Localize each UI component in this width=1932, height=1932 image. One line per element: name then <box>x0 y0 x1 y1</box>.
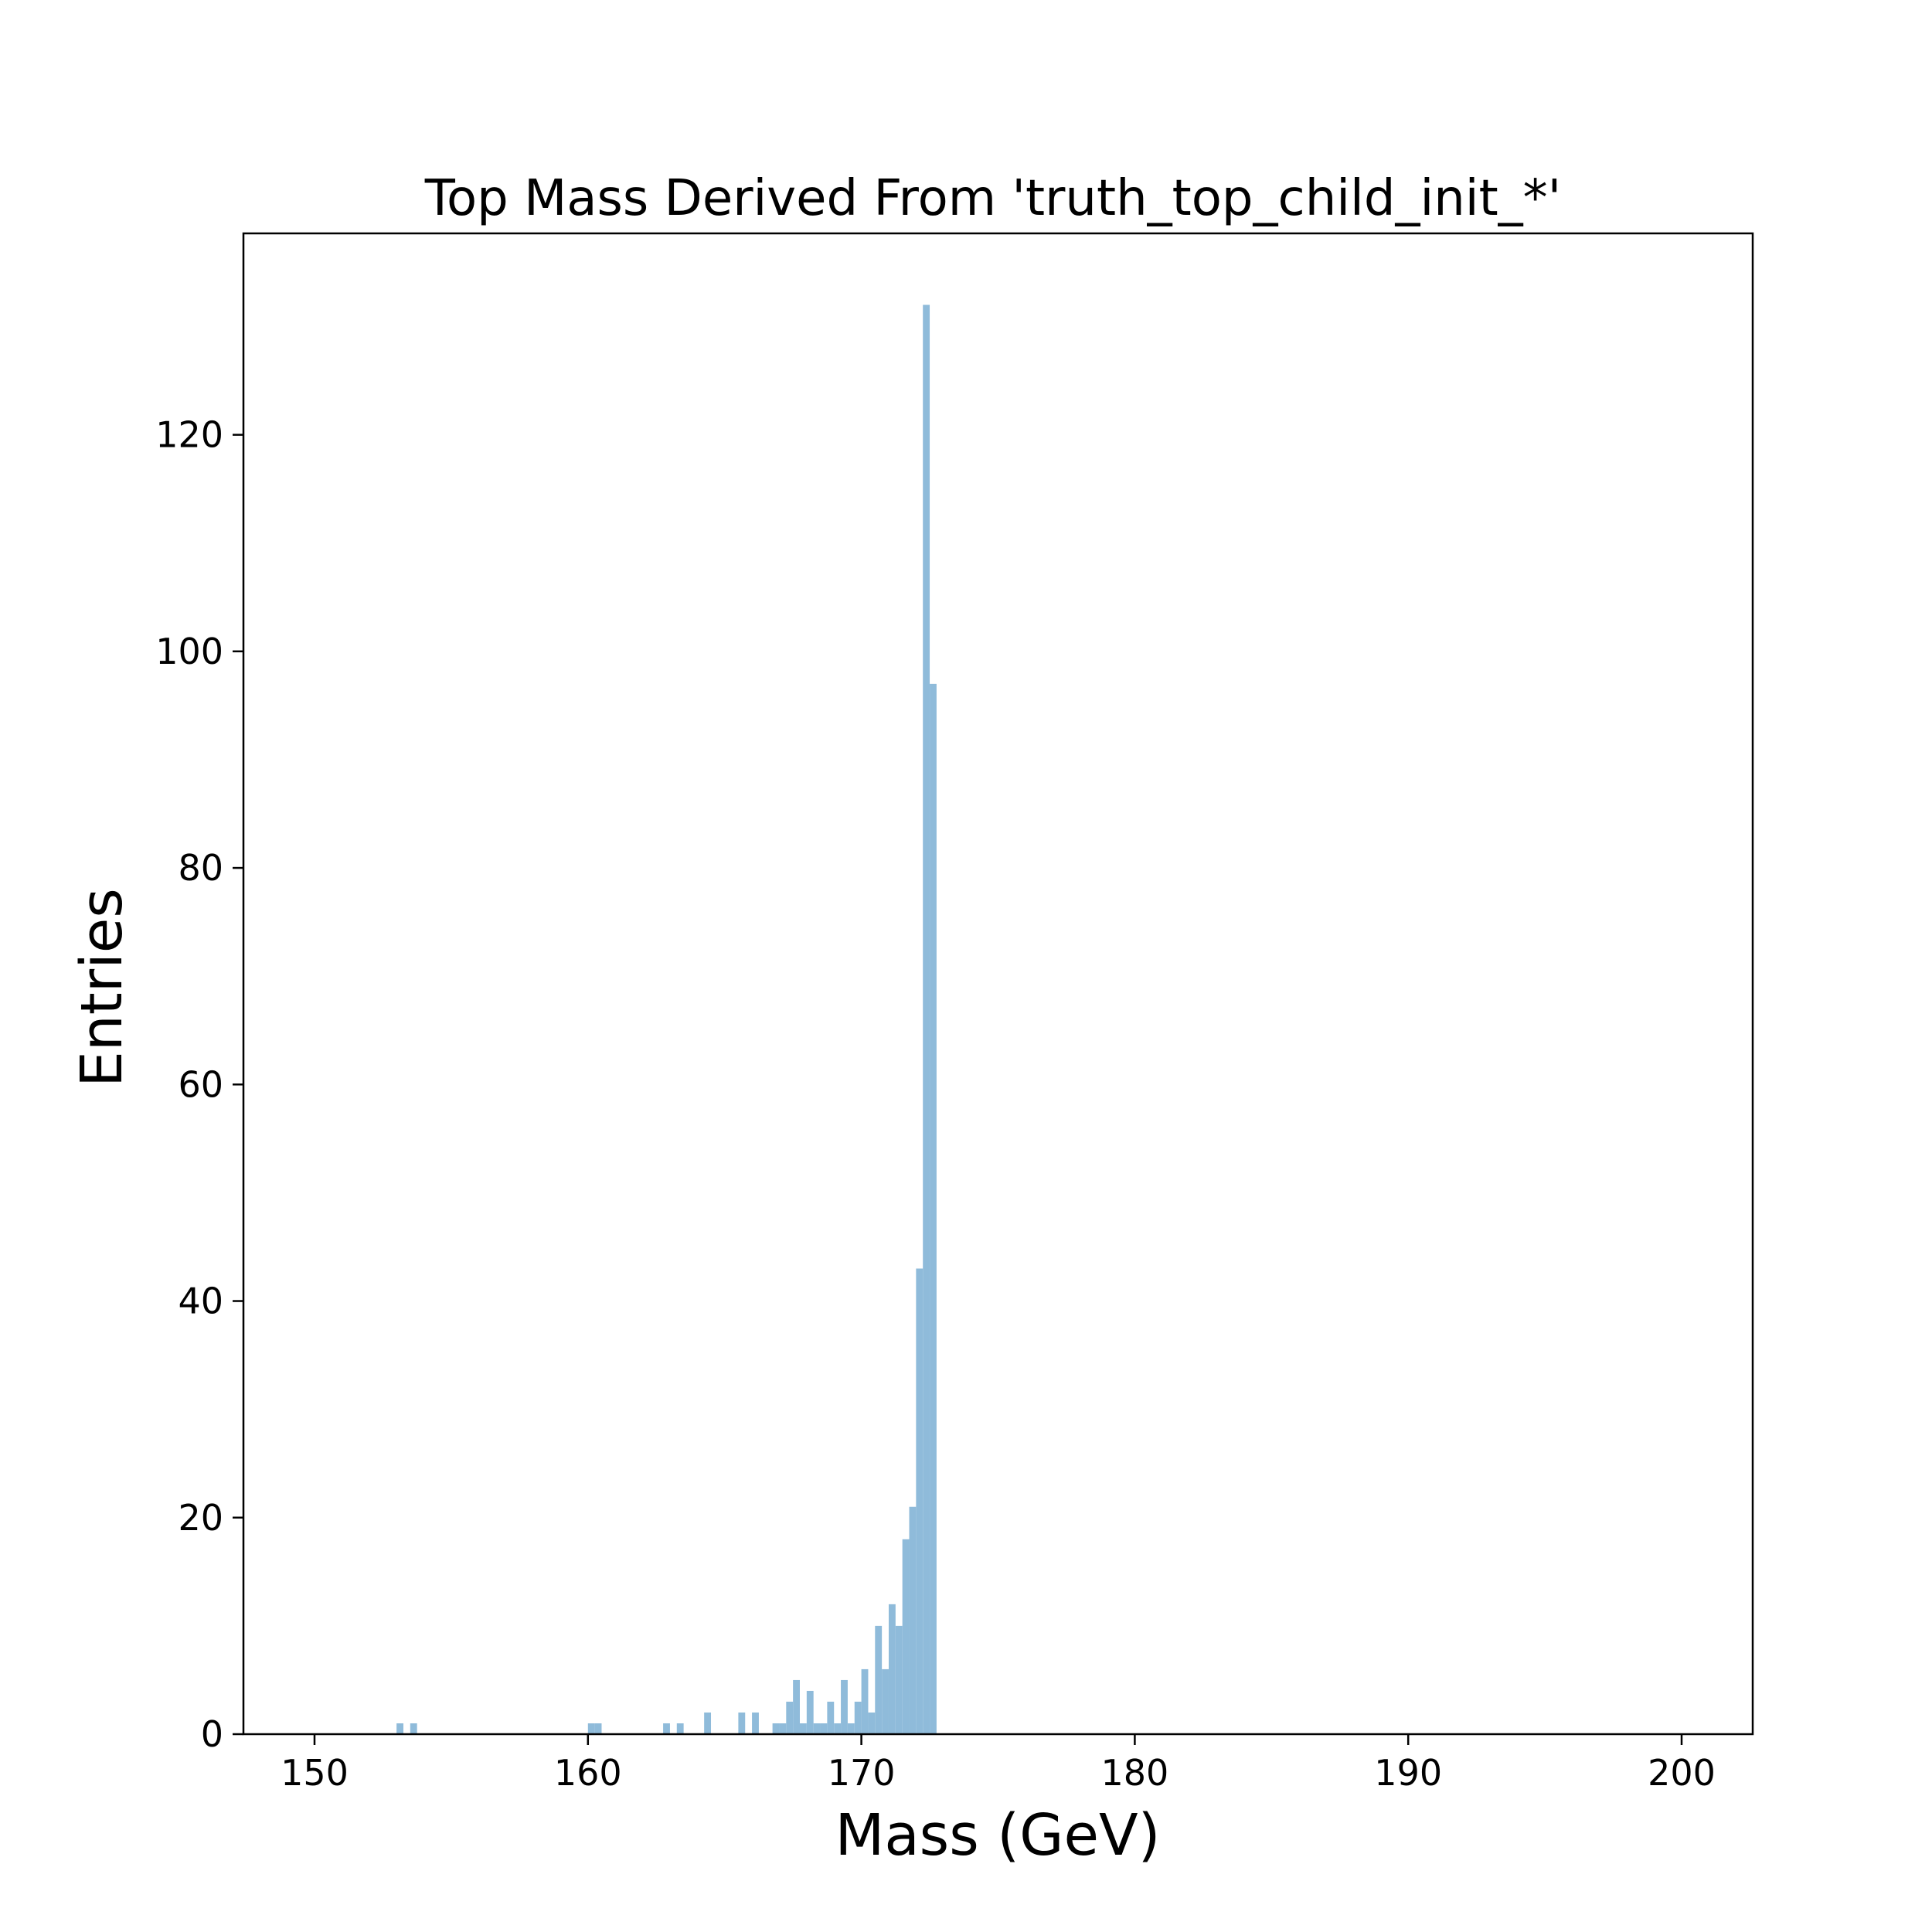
histogram-bar <box>594 1723 602 1734</box>
histogram-bar <box>868 1712 876 1734</box>
histogram-bar <box>930 683 937 1734</box>
histogram-bar <box>916 1268 923 1734</box>
y-axis-title: Entries <box>69 888 135 1087</box>
histogram-bar <box>779 1723 787 1734</box>
x-axis-title: Mass (GeV) <box>835 1802 1160 1869</box>
histogram-bar <box>861 1668 869 1734</box>
x-tick-label: 150 <box>281 1752 349 1794</box>
histogram-bar <box>813 1723 821 1734</box>
histogram-bar <box>786 1701 794 1734</box>
histogram-bar <box>799 1723 807 1734</box>
histogram-bar <box>704 1712 712 1734</box>
y-tick-label: 80 <box>178 847 223 889</box>
histogram-bar <box>923 304 930 1734</box>
x-tick-label: 160 <box>554 1752 622 1794</box>
histogram-bar <box>827 1701 835 1734</box>
y-tick-label: 40 <box>178 1281 223 1322</box>
histogram-bar <box>888 1604 896 1734</box>
histogram-bar <box>793 1679 800 1734</box>
histogram-bar <box>841 1679 848 1734</box>
y-axis-ticks: 0 20 40 60 80 100 120 <box>155 414 243 1755</box>
histogram-bars <box>396 304 937 1734</box>
histogram-bar <box>895 1625 903 1734</box>
plot-frame <box>242 232 1754 1736</box>
histogram-bar <box>410 1723 417 1734</box>
histogram-bar <box>820 1723 828 1734</box>
histogram-bar <box>663 1723 670 1734</box>
histogram-bar <box>882 1668 889 1734</box>
histogram-bar <box>875 1625 883 1734</box>
y-tick-label: 20 <box>178 1497 223 1539</box>
chart-title: Top Mass Derived From 'truth_top_child_i… <box>424 170 1562 227</box>
histogram-bar <box>738 1712 746 1734</box>
x-tick-label: 200 <box>1648 1752 1716 1794</box>
y-tick-label: 60 <box>178 1063 223 1105</box>
histogram-bar <box>902 1539 910 1734</box>
histogram-bar <box>806 1690 814 1734</box>
histogram-bar <box>587 1723 595 1734</box>
x-axis-ticks: 150 160 170 180 190 200 <box>281 1734 1716 1794</box>
histogram-bar <box>772 1723 780 1734</box>
y-tick-label: 120 <box>155 414 223 456</box>
histogram-bar <box>676 1723 684 1734</box>
x-tick-label: 180 <box>1100 1752 1168 1794</box>
y-tick-label: 0 <box>201 1713 223 1755</box>
x-tick-label: 170 <box>828 1752 896 1794</box>
y-tick-label: 100 <box>155 631 223 672</box>
histogram-bar <box>854 1701 862 1734</box>
histogram-bar <box>396 1723 403 1734</box>
histogram-bar <box>752 1712 759 1734</box>
histogram-bar <box>834 1723 842 1734</box>
x-tick-label: 190 <box>1374 1752 1442 1794</box>
histogram-bar <box>847 1723 855 1734</box>
histogram-bar <box>909 1506 917 1734</box>
